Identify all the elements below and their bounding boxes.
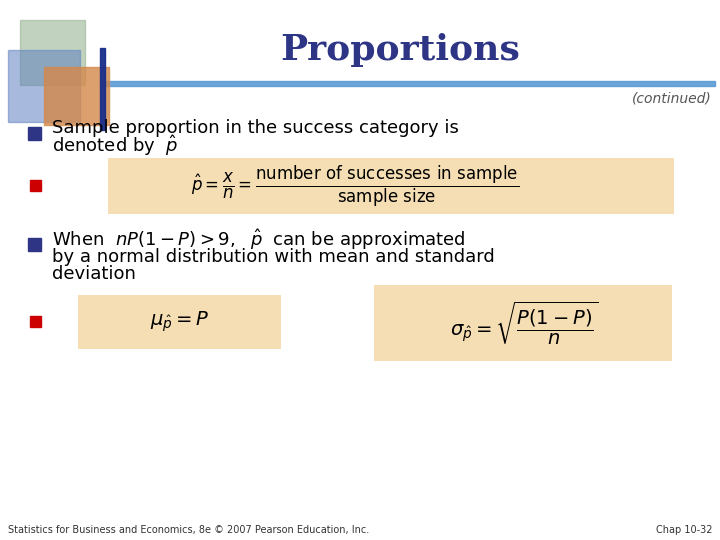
Bar (8, 50, 80, 122)
Text: Proportions: Proportions (280, 33, 520, 67)
Bar (100, 48, 105, 130)
Text: Sample proportion in the success category is: Sample proportion in the success categor… (52, 119, 459, 137)
Text: Chap 10-32: Chap 10-32 (655, 525, 712, 535)
Text: Statistics for Business and Economics, 8e © 2007 Pearson Education, Inc.: Statistics for Business and Economics, 8… (8, 525, 369, 535)
Bar (30, 180, 41, 191)
Text: When  $nP(1 - P) > 9,$  $\hat{p}$  can be approximated: When $nP(1 - P) > 9,$ $\hat{p}$ can be a… (52, 228, 466, 252)
Text: denoted by  $\hat{p}$: denoted by $\hat{p}$ (52, 133, 179, 158)
FancyBboxPatch shape (78, 295, 281, 349)
Text: $\mu_{\hat{p}} = P$: $\mu_{\hat{p}} = P$ (150, 310, 210, 334)
Bar (44, 67, 109, 125)
Bar (30, 316, 41, 327)
Bar (28, 127, 41, 140)
Bar (28, 238, 41, 251)
Text: (continued): (continued) (632, 91, 712, 105)
FancyBboxPatch shape (374, 285, 672, 361)
Text: $\hat{p} = \dfrac{x}{n} = \dfrac{\mathrm{number\ of\ successes\ in\ sample}}{\ma: $\hat{p} = \dfrac{x}{n} = \dfrac{\mathrm… (191, 164, 519, 208)
Text: $\sigma_{\hat{p}} = \sqrt{\dfrac{P(1-P)}{n}}$: $\sigma_{\hat{p}} = \sqrt{\dfrac{P(1-P)}… (450, 299, 598, 347)
FancyBboxPatch shape (108, 158, 674, 214)
Text: by a normal distribution with mean and standard: by a normal distribution with mean and s… (52, 248, 495, 266)
Bar (20, 20, 85, 85)
Bar (100, 81, 715, 86)
Text: deviation: deviation (52, 265, 136, 283)
